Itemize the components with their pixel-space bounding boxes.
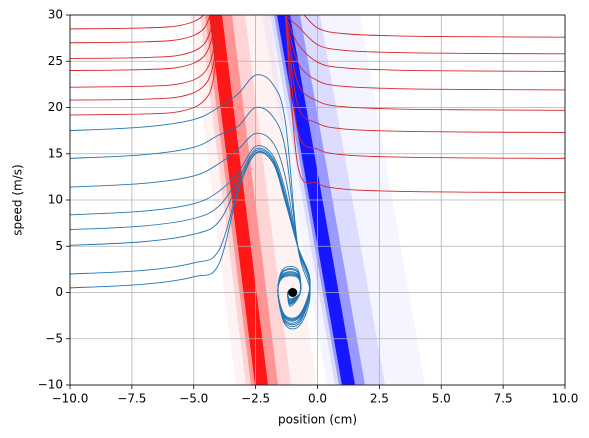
y-tick-label: 20	[48, 100, 63, 114]
x-tick-label: 10.0	[552, 392, 579, 406]
trajectories	[70, 15, 565, 330]
grid	[69, 14, 566, 386]
y-tick-label: 0	[55, 285, 63, 299]
trajectory	[284, 15, 565, 91]
trajectory	[285, 15, 565, 38]
trajectory	[284, 15, 565, 194]
trajectory	[70, 15, 219, 59]
x-tick-label: 5.0	[432, 392, 451, 406]
x-tick-label: −10.0	[52, 392, 89, 406]
y-axis-label: speed (m/s)	[11, 164, 25, 235]
y-tick-label: −5	[45, 331, 63, 345]
equilibrium-point	[288, 288, 298, 297]
trajectory	[284, 15, 565, 111]
trajectory	[284, 15, 565, 133]
y-tick-label: 5	[55, 239, 63, 253]
x-axis-label: position (cm)	[278, 413, 357, 427]
x-tick-label: −5.0	[179, 392, 208, 406]
trajectory	[70, 15, 219, 116]
trajectory	[70, 15, 219, 71]
x-tick-label: −7.5	[117, 392, 146, 406]
trajectory	[284, 15, 565, 72]
trajectory	[70, 151, 311, 319]
x-tick-label: 2.5	[370, 392, 389, 406]
trajectory	[284, 15, 565, 159]
y-tick-label: 30	[48, 8, 63, 22]
trajectory	[70, 15, 219, 88]
y-tick-label: 15	[48, 146, 63, 160]
trajectory	[70, 15, 219, 44]
y-tick-label: −10	[38, 378, 63, 392]
trajectory	[70, 15, 205, 30]
x-tick-label: 0.0	[308, 392, 327, 406]
trajectory	[70, 15, 219, 101]
x-tick-label: 7.5	[494, 392, 513, 406]
trajectory	[285, 15, 565, 55]
ticks: −10.0 −7.5 −5.0 −2.5 0.0 2.5 5.0 7.5 10.0 −10 −5 0 5…	[38, 8, 579, 406]
x-tick-label: −2.5	[241, 392, 270, 406]
y-tick-label: 10	[48, 193, 63, 207]
y-tick-label: 25	[48, 54, 63, 68]
